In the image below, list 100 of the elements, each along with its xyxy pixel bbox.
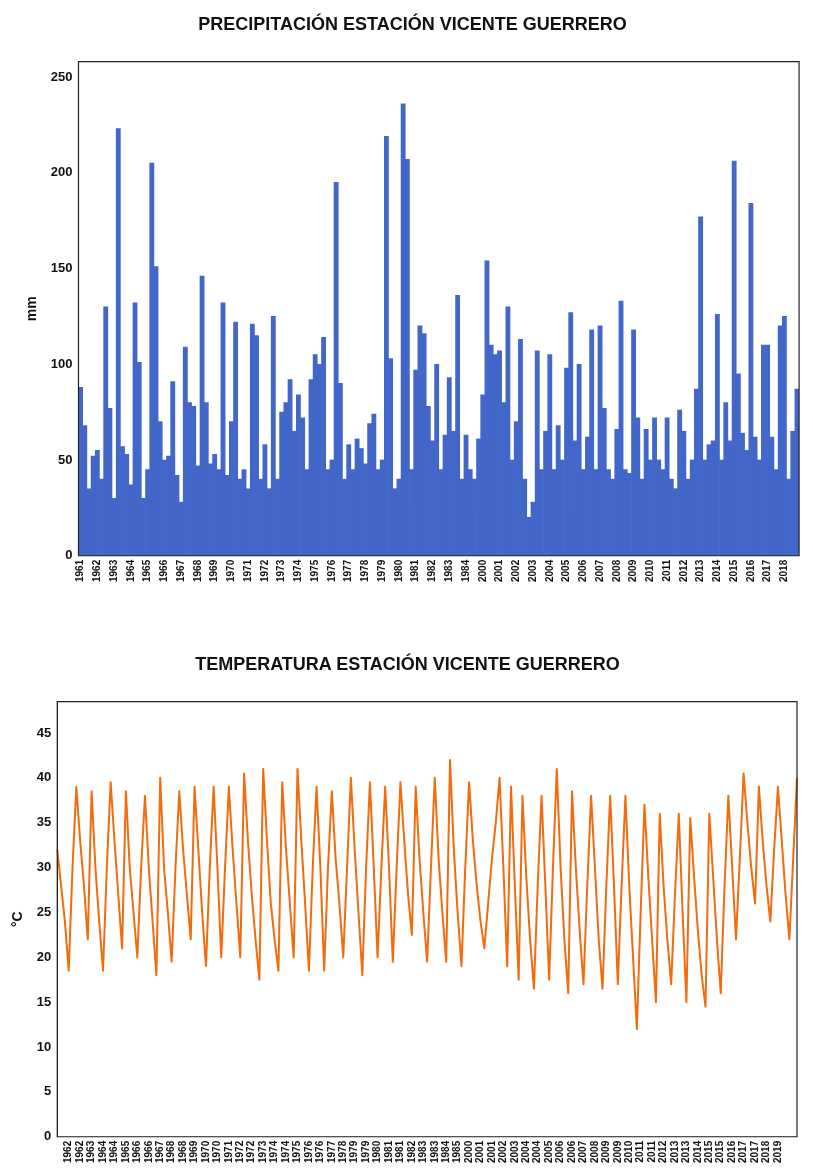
x-tick-label: 1978 (359, 559, 371, 582)
y-axis-title: °C (9, 911, 26, 928)
x-tick-label: 2014 (711, 559, 723, 582)
y-tick-label: 150 (50, 260, 73, 276)
x-tick-label: 2009 (627, 559, 639, 582)
x-tick-label: 1978 (336, 1140, 348, 1163)
x-tick-label: 1981 (382, 1140, 394, 1163)
x-tick-label: 1962 (91, 559, 103, 582)
x-tick-label: 2017 (748, 1140, 760, 1163)
x-tick-label: 2007 (593, 559, 605, 582)
bar (191, 406, 197, 556)
x-tick-label: 1982 (426, 559, 438, 582)
x-tick-label: 2019 (771, 1140, 783, 1163)
x-tick-label: 1976 (314, 1140, 326, 1163)
x-tick-label: 1961 (74, 559, 86, 582)
x-tick-label: 1971 (222, 1140, 234, 1163)
x-tick-label: 2017 (761, 559, 773, 582)
y-tick-label: 20 (36, 948, 52, 964)
x-tick-label: 1973 (275, 559, 287, 582)
x-tick-label: 2005 (560, 559, 572, 582)
x-tick-label: 2000 (462, 1140, 474, 1163)
bar (149, 162, 155, 556)
x-tick-label: 2009 (611, 1140, 623, 1163)
x-tick-label: 1970 (225, 559, 237, 582)
x-tick-label: 1968 (165, 1140, 177, 1163)
x-tick-label: 2008 (588, 1140, 600, 1163)
bar (199, 275, 205, 556)
x-tick-label: 1984 (459, 559, 471, 582)
chart-title: TEMPERATURA ESTACIÓN VICENTE GUERRERO (195, 652, 620, 674)
bar (518, 338, 523, 556)
x-tick-label: 2000 (476, 559, 488, 582)
x-tick-label: 2008 (610, 559, 622, 582)
x-tick-label: 1965 (119, 1140, 131, 1163)
x-tick-label: 1966 (131, 1140, 143, 1163)
x-tick-label: 2010 (644, 559, 656, 582)
y-tick-label: 15 (36, 993, 52, 1009)
bar (371, 413, 377, 556)
x-tick-label: 2013 (694, 559, 706, 582)
x-tick-label: 2006 (577, 559, 589, 582)
x-tick-label: 2003 (526, 559, 538, 582)
bar (731, 160, 737, 556)
x-tick-label: 1966 (142, 1140, 154, 1163)
x-tick-label: 2009 (600, 1140, 612, 1163)
bar (748, 203, 754, 556)
bar (589, 329, 595, 556)
bar (170, 381, 176, 556)
bar (233, 321, 239, 556)
x-tick-label: 2015 (727, 559, 739, 582)
x-tick-label: 1981 (409, 559, 421, 582)
y-axis-title: mm (23, 296, 40, 322)
x-tick-label: 1968 (191, 559, 203, 582)
bar (534, 350, 540, 556)
x-tick-label: 1975 (291, 1140, 303, 1163)
x-tick-label: 1980 (392, 559, 404, 582)
x-tick-label: 2004 (531, 1140, 543, 1163)
x-tick-label: 2018 (760, 1140, 772, 1163)
x-tick-label: 1962 (62, 1140, 74, 1163)
x-tick-label: 2006 (565, 1140, 577, 1163)
x-tick-label: 2018 (778, 559, 790, 582)
y-tick-label: 0 (65, 547, 73, 563)
chart-title: PRECIPITACIÓN ESTACIÓN VICENTE GUERRERO (198, 12, 627, 34)
bar (698, 216, 704, 556)
bar (270, 316, 276, 556)
x-tick-label: 2003 (508, 1140, 520, 1163)
x-tick-label: 1969 (208, 559, 220, 582)
x-tick-label: 2016 (725, 1140, 737, 1163)
x-tick-label: 2015 (703, 1140, 715, 1163)
x-tick-label: 2007 (577, 1140, 589, 1163)
x-tick-label: 1970 (199, 1140, 211, 1163)
x-tick-label: 2005 (542, 1140, 554, 1163)
x-tick-label: 1970 (211, 1140, 223, 1163)
x-tick-label: 2002 (510, 559, 522, 582)
x-tick-label: 1979 (375, 559, 387, 582)
x-tick-label: 2004 (520, 1140, 532, 1163)
x-tick-label: 1974 (279, 1140, 291, 1163)
x-tick-label: 1965 (141, 559, 153, 582)
bar (723, 402, 729, 556)
y-tick-label: 25 (36, 904, 52, 920)
bar (434, 363, 440, 556)
y-tick-label: 40 (36, 769, 52, 785)
bar (547, 354, 553, 556)
x-tick-label: 1962 (73, 1140, 85, 1163)
x-tick-label: 2012 (657, 1140, 669, 1163)
y-tick-label: 45 (36, 724, 52, 740)
x-tick-label: 1979 (359, 1140, 371, 1163)
x-tick-label: 2001 (474, 1140, 486, 1163)
x-tick-label: 1974 (268, 1140, 280, 1163)
bar (103, 306, 109, 556)
x-tick-label: 1963 (85, 1140, 97, 1163)
x-tick-label: 2012 (677, 559, 689, 582)
x-tick-label: 2013 (668, 1140, 680, 1163)
x-tick-label: 1963 (107, 559, 119, 582)
x-tick-label: 1974 (292, 559, 304, 582)
x-tick-label: 2016 (744, 559, 756, 582)
x-tick-label: 1964 (96, 1140, 108, 1163)
x-tick-label: 1976 (325, 559, 337, 582)
x-tick-label: 1972 (234, 1140, 246, 1163)
x-tick-label: 1964 (108, 1140, 120, 1163)
x-tick-label: 1966 (158, 559, 170, 582)
bar (383, 135, 389, 556)
